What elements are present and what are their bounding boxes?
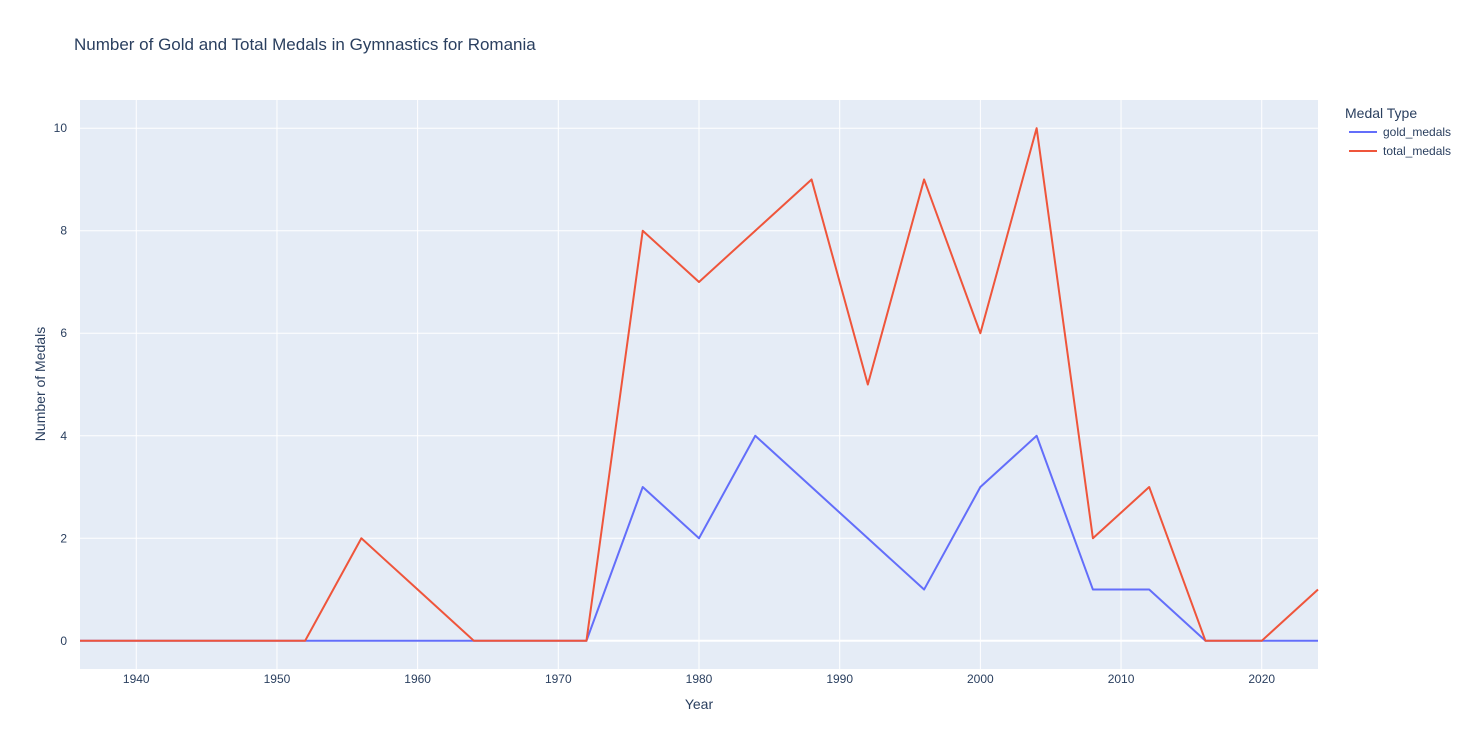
series-line-total_medals xyxy=(80,127,1319,642)
legend: Medal Type gold_medals total_medals xyxy=(1345,105,1451,158)
x-tick-label: 1980 xyxy=(686,672,713,686)
y-tick-label: 10 xyxy=(54,121,68,135)
y-axis-ticks: 0 2 4 6 8 10 xyxy=(54,121,68,648)
x-tick-label: 2010 xyxy=(1108,672,1135,686)
x-tick-label: 1970 xyxy=(545,672,572,686)
y-tick-label: 0 xyxy=(60,634,67,648)
legend-label-total_medals: total_medals xyxy=(1383,144,1451,158)
x-axis-title: Year xyxy=(685,696,714,712)
y-tick-label: 2 xyxy=(60,531,67,545)
series-line-gold_medals xyxy=(80,434,1318,642)
y-tick-label: 6 xyxy=(60,326,67,340)
legend-title: Medal Type xyxy=(1345,105,1417,121)
y-axis-title: Number of Medals xyxy=(32,327,48,441)
x-tick-label: 1990 xyxy=(826,672,853,686)
x-axis-ticks: 1940 1950 1960 1970 1980 1990 2000 2010 2020 xyxy=(123,672,1275,686)
y-tick-label: 8 xyxy=(60,224,67,238)
x-tick-label: 1940 xyxy=(123,672,150,686)
x-tick-label: 2000 xyxy=(967,672,994,686)
series-lines xyxy=(80,127,1319,642)
chart-title: Number of Gold and Total Medals in Gymna… xyxy=(74,35,536,54)
legend-label-gold_medals: gold_medals xyxy=(1383,125,1451,139)
x-tick-label: 1960 xyxy=(404,672,431,686)
y-tick-label: 4 xyxy=(60,429,67,443)
x-tick-label: 2020 xyxy=(1248,672,1275,686)
x-tick-label: 1950 xyxy=(264,672,291,686)
